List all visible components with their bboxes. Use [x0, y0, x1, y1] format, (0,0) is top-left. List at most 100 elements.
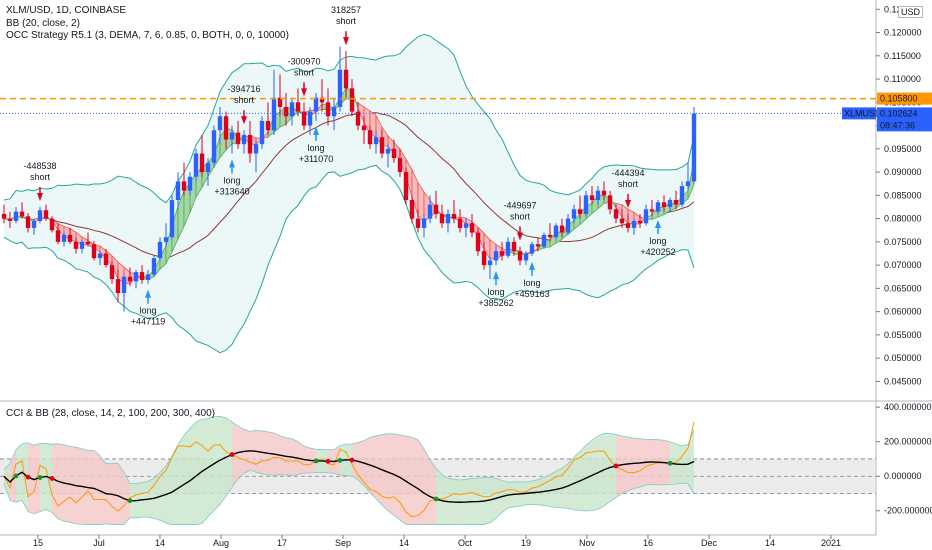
cci-legend: CCI & BB (28, close, 14, 2, 100, 200, 30… — [6, 408, 216, 419]
currency-badge[interactable]: USD — [898, 6, 924, 18]
candle-body — [505, 241, 511, 256]
candle-body — [109, 265, 115, 280]
candle-body — [601, 190, 607, 196]
candle-body — [475, 232, 481, 252]
candle-body — [175, 181, 181, 200]
bb-basis — [3, 112, 695, 259]
candle-body — [553, 225, 559, 238]
candle-body — [145, 274, 151, 280]
cci-bb-fill — [52, 443, 58, 519]
candle-body — [535, 244, 541, 247]
cci-cross-dot — [325, 458, 331, 464]
short-arrow — [625, 199, 631, 208]
candle-body — [577, 209, 583, 214]
time-label: 2021 — [821, 538, 841, 548]
candle-body — [667, 200, 673, 207]
time-label: Dec — [701, 538, 718, 548]
cci-tick-label: 200.000000 — [884, 437, 932, 447]
price-tick-label: 0.045000 — [884, 376, 922, 386]
cci-cross-dot — [337, 457, 343, 463]
symbol-badge — [842, 107, 876, 120]
candle-body — [97, 253, 103, 259]
cci-bb-fill — [442, 474, 448, 525]
short-label: short — [234, 95, 255, 105]
candle-body — [271, 97, 277, 131]
short-arrow — [37, 192, 43, 201]
candle-body — [193, 153, 199, 177]
candle-body — [547, 234, 553, 238]
cci-bb-fill — [124, 472, 130, 525]
cci-bb-fill — [364, 437, 370, 493]
candle-body — [433, 204, 439, 214]
cci-cross-dot — [613, 463, 619, 469]
time-label: Sep — [335, 538, 351, 548]
bb-fill — [4, 34, 694, 353]
candle-body — [157, 241, 163, 259]
price-tick-label: 0.120000 — [884, 28, 922, 38]
cci-bb-fill — [202, 418, 208, 524]
cci-bb-fill — [430, 460, 436, 525]
candle-body — [685, 181, 691, 187]
candle-body — [613, 209, 619, 219]
candle-body — [511, 241, 517, 252]
candle-body — [235, 132, 241, 145]
cci-bb-lower — [3, 469, 695, 525]
short-label: short — [30, 172, 51, 182]
candle-body — [619, 218, 625, 224]
symbol-legend: XLM/USD, 1D, COINBASE — [6, 5, 127, 16]
candle-body — [355, 111, 361, 126]
candle-body — [25, 216, 31, 228]
cci-bb-fill — [502, 480, 508, 513]
candle-body — [481, 251, 487, 266]
candle-body — [127, 276, 133, 282]
long-label: +459163 — [514, 289, 549, 299]
candle-body — [91, 244, 97, 259]
candle-body — [43, 210, 49, 219]
candle-body — [517, 251, 523, 261]
cci-bb-fill — [178, 435, 184, 525]
candle-body — [523, 253, 529, 261]
cci-bb-fill — [586, 440, 592, 511]
bb-lower — [3, 164, 695, 354]
candle-body — [307, 111, 313, 126]
short-label: -449697 — [503, 201, 536, 211]
cci-cross-dot — [25, 474, 31, 480]
candle-body — [337, 69, 343, 107]
candle-body — [427, 204, 433, 219]
candle-body — [67, 234, 73, 242]
short-arrow — [301, 88, 307, 97]
long-label: long — [487, 287, 504, 297]
candle-body — [391, 148, 397, 159]
candle-body — [229, 132, 235, 140]
cci-bb-fill — [172, 444, 178, 525]
short-label: -394716 — [227, 84, 260, 94]
cci-bb-fill — [232, 421, 238, 488]
candle-body — [169, 200, 175, 238]
candle-body — [217, 116, 223, 131]
cci-bb-fill — [160, 466, 166, 523]
cci-line — [3, 421, 695, 518]
candle-body — [397, 158, 403, 173]
candle-body — [205, 162, 211, 173]
long-label: +447119 — [131, 317, 166, 327]
candle-body — [313, 97, 319, 112]
cci-bb-fill — [220, 416, 226, 505]
candle-body — [469, 223, 475, 233]
long-arrow — [145, 289, 151, 298]
candle-body — [55, 230, 61, 242]
cci-bb-fill — [412, 437, 418, 525]
cci-cross-dot — [13, 473, 19, 479]
cci-bb-fill — [424, 448, 430, 525]
long-arrow — [655, 219, 661, 228]
candle-body — [301, 111, 307, 126]
long-label: +311070 — [299, 154, 334, 164]
candle-body — [277, 97, 283, 107]
candle-body — [37, 210, 43, 221]
candle-body — [559, 225, 565, 233]
candle-body — [79, 241, 85, 249]
cci-cross-dot — [433, 496, 439, 502]
long-arrow — [313, 126, 319, 135]
candle-body — [133, 272, 139, 282]
candle-body — [367, 130, 373, 145]
price-tick-label: 0.110000 — [884, 74, 921, 84]
